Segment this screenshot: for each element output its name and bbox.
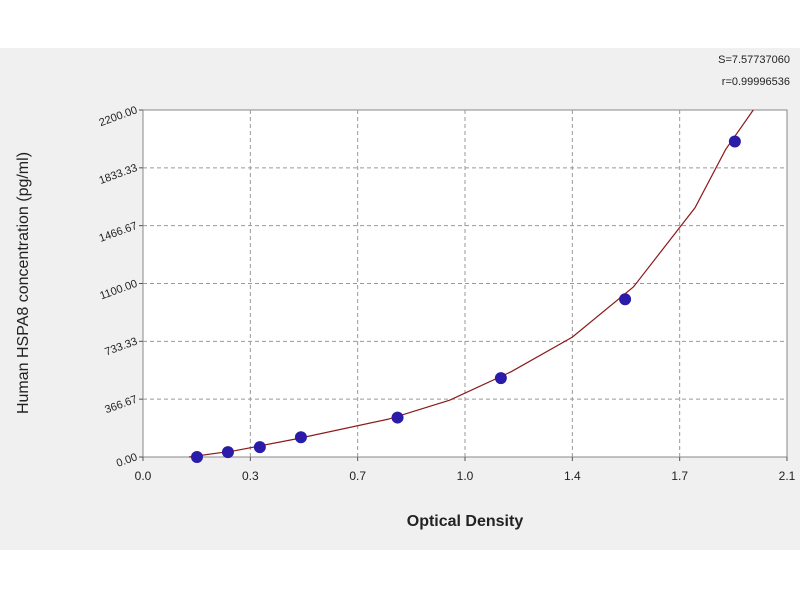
x-tick-label: 0.3 (242, 469, 259, 483)
data-point (294, 431, 307, 444)
fit-curve (188, 109, 754, 458)
x-tick-label: 1.7 (671, 469, 688, 483)
data-point (253, 441, 266, 454)
x-tick-label: 0.7 (349, 469, 366, 483)
annotation: S=7.57737060 (718, 54, 790, 66)
x-tick-label: 0.0 (135, 469, 152, 483)
data-point (619, 293, 632, 306)
x-tick-label: 2.1 (779, 469, 796, 483)
x-tick-label: 1.0 (457, 469, 474, 483)
annotation: r=0.99996536 (722, 76, 790, 88)
data-point (190, 451, 203, 463)
data-point (391, 411, 404, 424)
data-point (221, 446, 234, 459)
data-point (494, 372, 507, 385)
y-axis-label: Human HSPA8 concentration (pg/ml) (15, 152, 32, 414)
x-axis-label: Optical Density (407, 513, 524, 530)
data-point (728, 135, 741, 148)
x-tick-label: 1.4 (564, 469, 581, 483)
